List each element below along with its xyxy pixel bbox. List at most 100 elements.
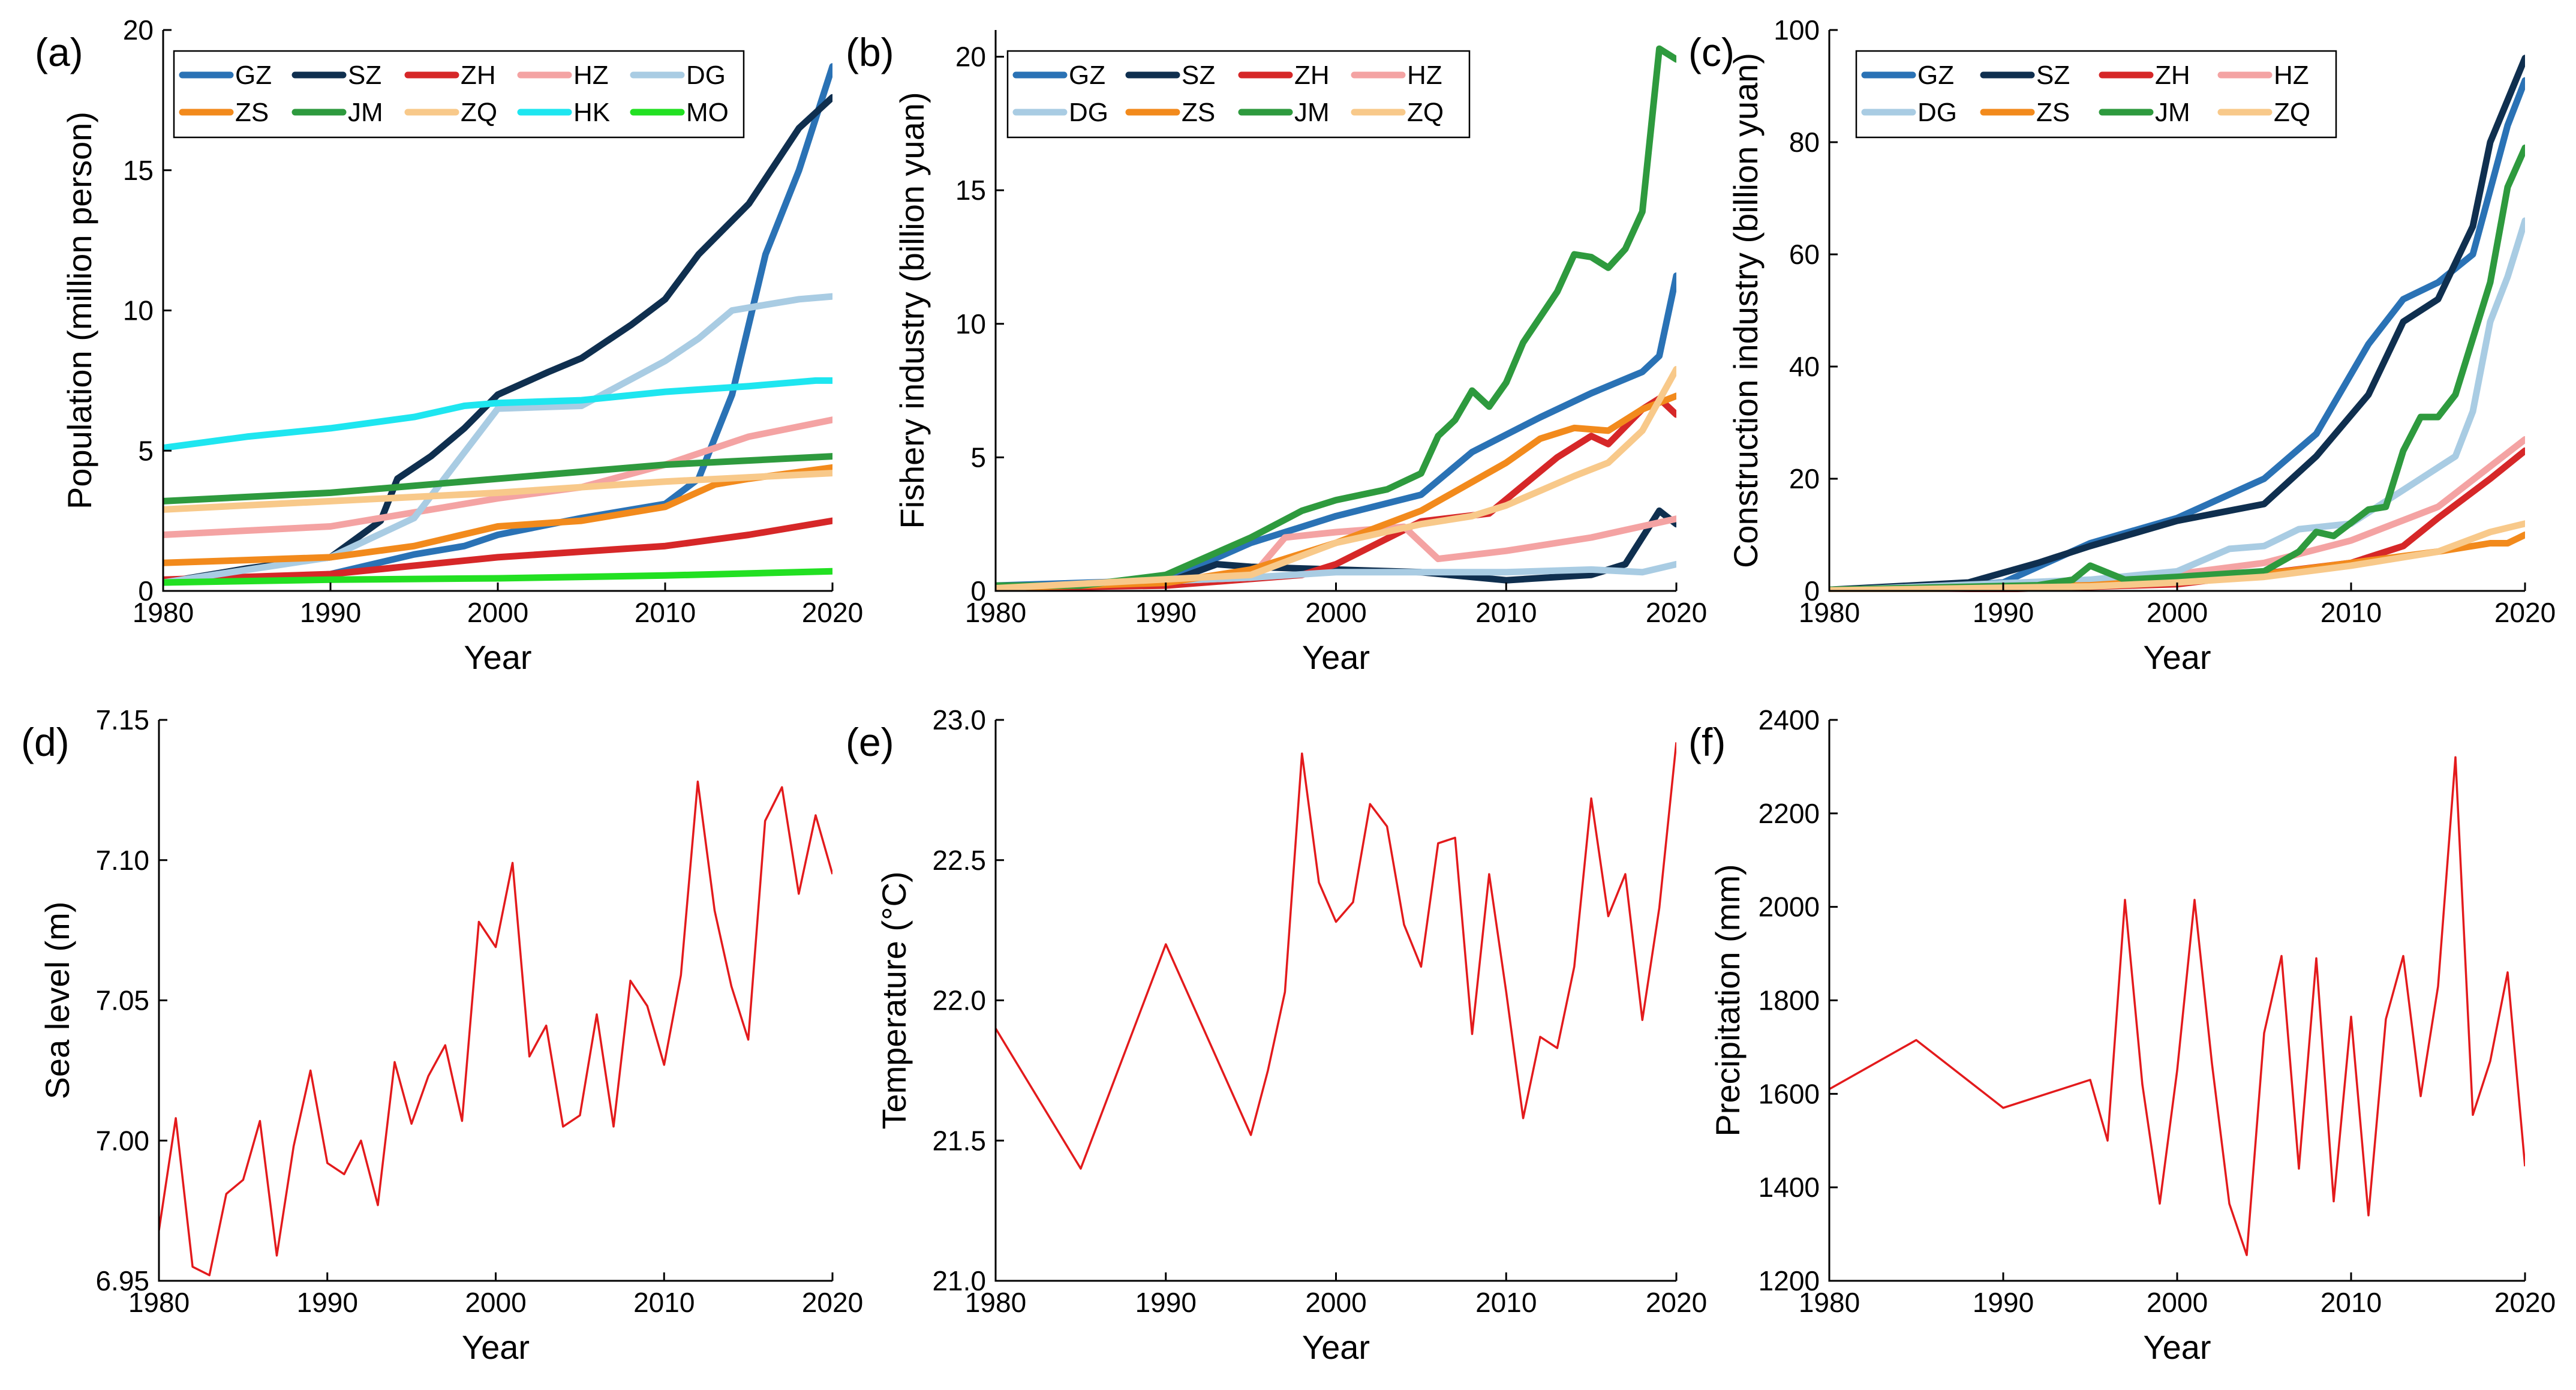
legend: GZ SZ ZH HZ DG ZS JM ZQ HK MO <box>173 50 745 139</box>
y-tick-label: 5 <box>138 435 154 466</box>
y-tick-label: 60 <box>1789 239 1820 270</box>
panel-label: (d) <box>21 720 70 764</box>
x-axis-title: Year <box>2143 638 2211 676</box>
legend-label: HK <box>573 98 610 127</box>
y-tick-label: 7.05 <box>95 985 149 1016</box>
y-tick-label: 40 <box>1789 351 1820 382</box>
series-line-sz <box>996 507 1676 592</box>
series-line-zq <box>996 366 1676 592</box>
x-tick-label: 2020 <box>802 1287 863 1318</box>
y-tick-label: 7.15 <box>95 704 149 735</box>
x-tick-label: 2000 <box>2147 597 2208 628</box>
y-tick-label: 2000 <box>1759 891 1820 923</box>
x-tick-label: 1980 <box>133 597 194 628</box>
series-line-sz <box>163 94 832 586</box>
y-tick-label: 10 <box>955 308 986 340</box>
legend-label: ZQ <box>2274 98 2310 127</box>
x-tick-label: 2000 <box>465 1287 526 1318</box>
x-tick-label: 2020 <box>1646 597 1707 628</box>
x-tick-label: 1980 <box>128 1287 190 1318</box>
x-tick-label: 2010 <box>635 597 696 628</box>
series-line-jm <box>996 45 1676 589</box>
y-axis-title: Construction industry (billion yuan) <box>1727 53 1765 568</box>
y-axis-title: Population (million person) <box>61 112 98 509</box>
y-tick-label: 2200 <box>1759 798 1820 829</box>
panel-label: (c) <box>1688 30 1735 74</box>
legend-label: JM <box>2155 98 2190 127</box>
series-line-zh <box>163 517 832 583</box>
series-line-zq <box>1829 520 2525 592</box>
x-tick-label: 2000 <box>1305 597 1366 628</box>
y-axis-title: Sea level (m) <box>38 902 76 1100</box>
y-tick-label: 21.5 <box>932 1125 986 1156</box>
y-tick-label: 7.10 <box>95 845 149 876</box>
legend-label: ZS <box>2036 98 2070 127</box>
legend-label: SZ <box>2036 61 2070 90</box>
legend-label: ZS <box>1182 98 1215 127</box>
y-tick-label: 1600 <box>1759 1078 1820 1109</box>
x-tick-label: 1980 <box>965 1287 1026 1318</box>
axis-frame <box>1828 720 2525 1282</box>
legend-label: GZ <box>235 61 272 90</box>
y-tick-label: 0 <box>970 575 986 607</box>
x-tick-label: 2020 <box>1646 1287 1707 1318</box>
y-tick-label: 7.00 <box>95 1125 149 1156</box>
legend-label: ZH <box>2155 61 2190 90</box>
y-tick-label: 0 <box>138 575 154 607</box>
series-line-precipitation <box>1829 756 2525 1256</box>
panel-b: 1980 1990 2000 2010 2020 0 5 10 15 20 Year Fishery … <box>846 30 1707 676</box>
legend-label: ZH <box>1294 61 1330 90</box>
x-tick-label: 1990 <box>1973 1287 2034 1318</box>
x-tick-label: 2020 <box>2494 1287 2556 1318</box>
y-tick-label: 22.5 <box>932 845 986 876</box>
legend-label: HZ <box>2274 61 2309 90</box>
y-tick-label: 2400 <box>1759 704 1820 735</box>
series-line-hk <box>163 377 832 452</box>
y-tick-label: 1800 <box>1759 985 1820 1016</box>
x-tick-label: 1980 <box>965 597 1026 628</box>
legend-label: DG <box>1917 98 1957 127</box>
panel-label: (e) <box>846 720 894 764</box>
x-tick-label: 2010 <box>633 1287 695 1318</box>
legend-label: ZQ <box>461 98 497 127</box>
y-tick-label: 1200 <box>1759 1265 1820 1296</box>
legend-label: HZ <box>1407 61 1442 90</box>
y-axis-title: Temperature (°C) <box>875 871 913 1129</box>
y-tick-label: 15 <box>123 155 154 186</box>
y-tick-label: 20 <box>955 41 986 73</box>
series-line-sea-level <box>159 780 832 1277</box>
x-tick-label: 2000 <box>2147 1287 2208 1318</box>
legend-label: ZH <box>461 61 496 90</box>
legend: GZ SZ ZH HZ DG ZS JM ZQ <box>1855 50 2337 139</box>
legend: GZ SZ ZH HZ DG ZS JM ZQ <box>1006 50 1471 139</box>
x-tick-label: 1990 <box>300 597 361 628</box>
series-line-jm <box>163 453 832 505</box>
legend-label: DG <box>686 61 726 90</box>
y-tick-label: 0 <box>1804 575 1820 607</box>
series-line-temperature <box>996 742 1676 1170</box>
panel-f: 1980 1990 2000 2010 2020 1200 1400 1600 1800 2000… <box>1688 704 2556 1366</box>
x-tick-label: 2000 <box>1305 1287 1366 1318</box>
series-line-dg <box>163 293 832 586</box>
x-axis-title: Year <box>1302 638 1370 676</box>
series-line-jm <box>1829 144 2525 592</box>
x-tick-label: 1990 <box>297 1287 358 1318</box>
panel-label: (a) <box>35 30 83 74</box>
legend-frame <box>173 50 745 139</box>
legend-label: GZ <box>1069 61 1105 90</box>
x-tick-label: 1980 <box>1799 597 1860 628</box>
y-tick-label: 80 <box>1789 127 1820 158</box>
axis-frame <box>158 720 832 1282</box>
legend-frame <box>1855 50 2337 139</box>
legend-label: JM <box>1294 98 1330 127</box>
legend-frame <box>1006 50 1471 139</box>
x-tick-label: 2020 <box>802 597 863 628</box>
y-tick-label: 100 <box>1774 14 1820 46</box>
y-tick-label: 1400 <box>1759 1172 1820 1203</box>
x-tick-label: 2010 <box>2320 1287 2382 1318</box>
x-tick-label: 1990 <box>1135 1287 1197 1318</box>
series-line-sz <box>1829 55 2525 592</box>
x-tick-label: 2010 <box>1475 1287 1537 1318</box>
legend-label: DG <box>1069 98 1108 127</box>
y-axis-title: Precipitation (mm) <box>1709 864 1747 1136</box>
